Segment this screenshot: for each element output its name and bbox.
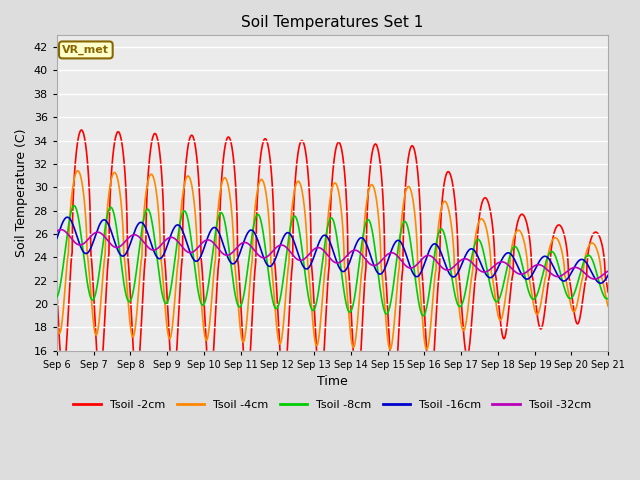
Tsoil -2cm xyxy=(237,314,245,320)
Tsoil -16cm xyxy=(596,280,604,286)
Tsoil -32cm xyxy=(53,228,61,234)
Tsoil -16cm xyxy=(419,266,426,272)
Tsoil -16cm xyxy=(163,245,170,251)
Tsoil -4cm xyxy=(53,319,61,325)
Tsoil -8cm xyxy=(163,300,170,306)
Line: Tsoil -8cm: Tsoil -8cm xyxy=(57,205,608,316)
Y-axis label: Soil Temperature (C): Soil Temperature (C) xyxy=(15,129,28,257)
Tsoil -4cm xyxy=(419,320,426,326)
Legend: Tsoil -2cm, Tsoil -4cm, Tsoil -8cm, Tsoil -16cm, Tsoil -32cm: Tsoil -2cm, Tsoil -4cm, Tsoil -8cm, Tsoi… xyxy=(69,396,596,415)
Tsoil -4cm xyxy=(604,303,612,309)
Tsoil -2cm xyxy=(491,254,499,260)
Tsoil -32cm xyxy=(419,256,426,262)
Tsoil -32cm xyxy=(237,240,245,246)
Tsoil -2cm xyxy=(176,290,184,296)
Tsoil -8cm xyxy=(540,269,547,275)
Tsoil -32cm xyxy=(490,263,498,269)
Tsoil -4cm xyxy=(74,168,82,174)
Tsoil -32cm xyxy=(57,227,65,232)
Tsoil -16cm xyxy=(604,273,612,278)
Tsoil -4cm xyxy=(163,318,170,324)
Tsoil -2cm xyxy=(390,387,398,393)
Tsoil -2cm xyxy=(540,318,547,324)
Tsoil -16cm xyxy=(539,254,547,260)
Tsoil -4cm xyxy=(540,286,547,291)
Tsoil -32cm xyxy=(176,241,184,247)
Tsoil -32cm xyxy=(591,276,598,282)
Tsoil -2cm xyxy=(604,289,612,295)
Tsoil -32cm xyxy=(604,268,612,274)
Tsoil -4cm xyxy=(387,347,394,352)
Tsoil -2cm xyxy=(163,281,170,287)
Tsoil -16cm xyxy=(63,215,71,220)
Tsoil -8cm xyxy=(491,297,499,303)
Line: Tsoil -32cm: Tsoil -32cm xyxy=(57,229,608,279)
Tsoil -8cm xyxy=(176,221,184,227)
X-axis label: Time: Time xyxy=(317,375,348,388)
Line: Tsoil -16cm: Tsoil -16cm xyxy=(57,217,608,283)
Tsoil -4cm xyxy=(237,335,245,340)
Tsoil -8cm xyxy=(53,295,61,300)
Line: Tsoil -4cm: Tsoil -4cm xyxy=(57,171,608,349)
Tsoil -8cm xyxy=(420,313,428,319)
Title: Soil Temperatures Set 1: Soil Temperatures Set 1 xyxy=(241,15,424,30)
Tsoil -2cm xyxy=(53,288,61,294)
Tsoil -16cm xyxy=(490,272,498,277)
Tsoil -4cm xyxy=(491,291,499,297)
Tsoil -8cm xyxy=(419,312,426,318)
Tsoil -8cm xyxy=(70,203,78,208)
Tsoil -16cm xyxy=(176,223,184,229)
Tsoil -32cm xyxy=(163,237,170,242)
Tsoil -8cm xyxy=(604,296,612,301)
Tsoil -16cm xyxy=(237,246,245,252)
Text: VR_met: VR_met xyxy=(62,45,109,55)
Tsoil -32cm xyxy=(539,264,547,269)
Tsoil -8cm xyxy=(237,301,245,307)
Tsoil -2cm xyxy=(419,277,426,283)
Tsoil -4cm xyxy=(176,224,184,230)
Tsoil -16cm xyxy=(53,236,61,241)
Line: Tsoil -2cm: Tsoil -2cm xyxy=(57,130,608,390)
Tsoil -2cm xyxy=(77,127,85,133)
